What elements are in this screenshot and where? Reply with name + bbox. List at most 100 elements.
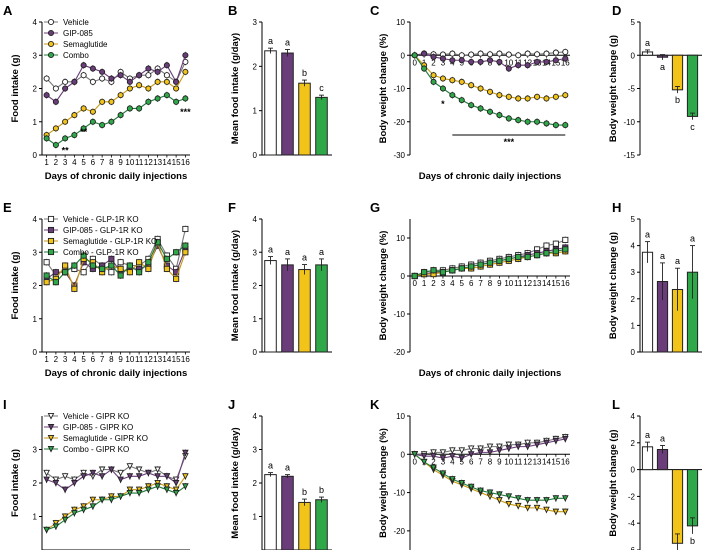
series-line: [46, 241, 186, 283]
x-tick-label: 14: [162, 158, 171, 167]
data-point: [52, 125, 59, 132]
data-point: [543, 95, 550, 102]
data-point: [43, 526, 50, 534]
x-tick-label: 7: [478, 279, 483, 288]
data-point: [486, 259, 494, 266]
stat-letter: a: [660, 62, 665, 72]
y-tick-label: -10: [393, 489, 405, 498]
data-point: [52, 98, 59, 105]
data-point: [430, 464, 437, 472]
data-point: [71, 479, 78, 487]
x-tick-label: 10: [504, 58, 513, 67]
stat-letter: a: [660, 251, 665, 261]
stat-letter: a: [645, 38, 650, 48]
data-point: [552, 437, 560, 445]
x-tick-label: 5: [460, 279, 465, 288]
legend-label: Vehicle - GLP-1R KO: [63, 215, 139, 224]
data-point: [145, 469, 152, 477]
data-point: [477, 105, 484, 112]
y-tick-label: 2: [33, 85, 38, 94]
x-tick-label: 1: [422, 279, 427, 288]
x-tick-label: 3: [63, 355, 68, 364]
data-point: [145, 72, 152, 79]
x-tick-label: 16: [181, 158, 190, 167]
data-point: [126, 473, 134, 480]
data-point: [477, 50, 484, 57]
data-point: [561, 435, 569, 443]
data-point: [154, 68, 161, 75]
data-point: [543, 120, 550, 127]
data-point: [182, 449, 189, 457]
bar: [264, 474, 277, 550]
data-point: [163, 62, 170, 69]
y-tick-label: -15: [623, 151, 635, 160]
data-point: [173, 98, 180, 105]
data-point: [154, 466, 161, 474]
data-point: [43, 135, 50, 142]
data-point: [135, 466, 143, 474]
data-point: [496, 112, 503, 119]
data-point: [430, 72, 437, 79]
data-point: [126, 490, 134, 497]
x-tick-label: 2: [54, 355, 59, 364]
data-point: [458, 447, 466, 455]
data-point: [145, 259, 152, 266]
data-point: [496, 447, 503, 455]
legend-label: GIP-085 - GIPR KO: [63, 423, 133, 432]
data-point: [52, 85, 59, 92]
x-tick-label: 7: [100, 355, 105, 364]
data-point: [154, 483, 161, 490]
data-point: [524, 50, 531, 57]
data-point: [43, 92, 50, 99]
y-tick-label: -5: [628, 85, 636, 94]
data-point: [62, 85, 69, 92]
data-point: [477, 58, 484, 65]
data-point: [458, 57, 465, 64]
bar: [298, 82, 311, 156]
data-point: [136, 72, 143, 79]
stat-letter: b: [690, 536, 695, 546]
data-point: [524, 497, 531, 504]
data-point: [486, 449, 494, 456]
bar: [671, 469, 684, 544]
x-tick-label: 6: [91, 158, 96, 167]
bar: [315, 499, 328, 550]
data-point: [467, 451, 475, 458]
y-tick-label: 0: [401, 51, 406, 60]
y-tick-label: 1: [33, 315, 38, 324]
stat-letter: a: [268, 245, 273, 255]
data-point: [496, 92, 503, 99]
data-point: [449, 77, 456, 84]
data-point: [562, 236, 569, 243]
panel-letter-H: H: [612, 200, 621, 215]
stat-letter: a: [285, 247, 290, 257]
data-point: [552, 57, 559, 64]
chart-panel-F: 0 1 2 3 4 Mean food intake (g/day) a a a a: [230, 215, 332, 357]
data-point: [80, 72, 87, 79]
significance-label: **: [80, 127, 88, 137]
data-point: [496, 443, 503, 451]
y-tick-label: 10: [396, 234, 405, 243]
data-point: [449, 267, 456, 274]
data-point: [62, 135, 69, 142]
panel-letter-I: I: [3, 397, 7, 412]
data-point: [173, 78, 180, 85]
panel-letter-G: G: [370, 200, 380, 215]
y-tick-label: 0: [631, 51, 636, 60]
x-tick-label: 16: [561, 457, 570, 466]
x-tick-label: 7: [100, 158, 105, 167]
significance-label: ***: [504, 137, 515, 147]
x-axis-title: Days of chronic daily injections: [419, 368, 562, 379]
data-point: [552, 49, 559, 56]
y-tick-label: 3: [253, 248, 258, 257]
y-tick-label: -10: [393, 310, 405, 319]
data-point: [524, 253, 531, 261]
data-point: [505, 65, 512, 72]
x-tick-label: 11: [135, 158, 144, 167]
data-point: [47, 40, 55, 48]
data-point: [108, 262, 115, 269]
y-tick-label: 0: [401, 272, 406, 281]
